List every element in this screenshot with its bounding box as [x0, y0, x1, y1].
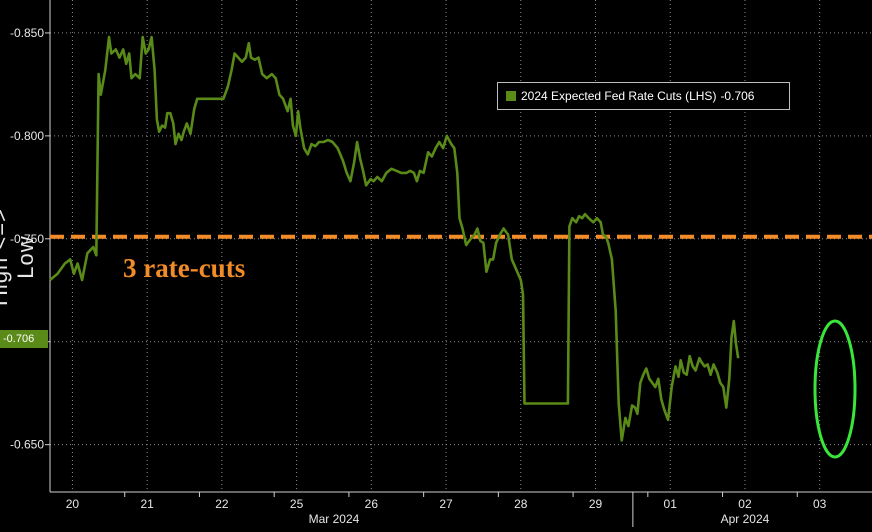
x-tick-label: 01: [664, 497, 678, 511]
highlight-ellipse: [813, 319, 857, 459]
axes: [45, 0, 872, 527]
x-tick-label: 27: [439, 497, 453, 511]
x-tick-label: 03: [813, 497, 827, 511]
x-tick-label: 26: [365, 497, 379, 511]
month-label: Mar 2024: [309, 512, 360, 526]
x-tick-label: 28: [514, 497, 528, 511]
month-label: Apr 2024: [721, 512, 770, 526]
x-tick-label: 29: [589, 497, 603, 511]
y-tick-label: -0.800: [10, 129, 44, 143]
series-line: [49, 35, 740, 442]
y-tick-label: -0.750: [10, 232, 44, 246]
gridlines: [50, 0, 872, 492]
x-tick-label: 02: [738, 497, 752, 511]
y-tick-label: -0.850: [10, 26, 44, 40]
series-layer: [49, 35, 740, 442]
y-axis-label: High <=> Low: [0, 208, 38, 306]
legend-label: 2024 Expected Fed Rate Cuts (LHS): [521, 89, 717, 103]
x-tick-label: 21: [140, 497, 154, 511]
x-tick-label: 25: [290, 497, 304, 511]
x-tick-labels: 20 21 22 25 26 27 28 29 01 02 03 Mar 2024 Apr 2024: [66, 497, 827, 526]
reference-line-label: 3 rate-cuts: [123, 253, 246, 283]
last-value-badge: -0.706: [0, 330, 48, 348]
y-tick-label: -0.650: [10, 438, 44, 452]
legend-last-value: -0.706: [720, 89, 755, 103]
legend-swatch: [506, 91, 516, 101]
x-tick-label: 22: [215, 497, 229, 511]
x-tick-label: 20: [66, 497, 80, 511]
legend: 2024 Expected Fed Rate Cuts (LHS) -0.706: [497, 82, 790, 110]
